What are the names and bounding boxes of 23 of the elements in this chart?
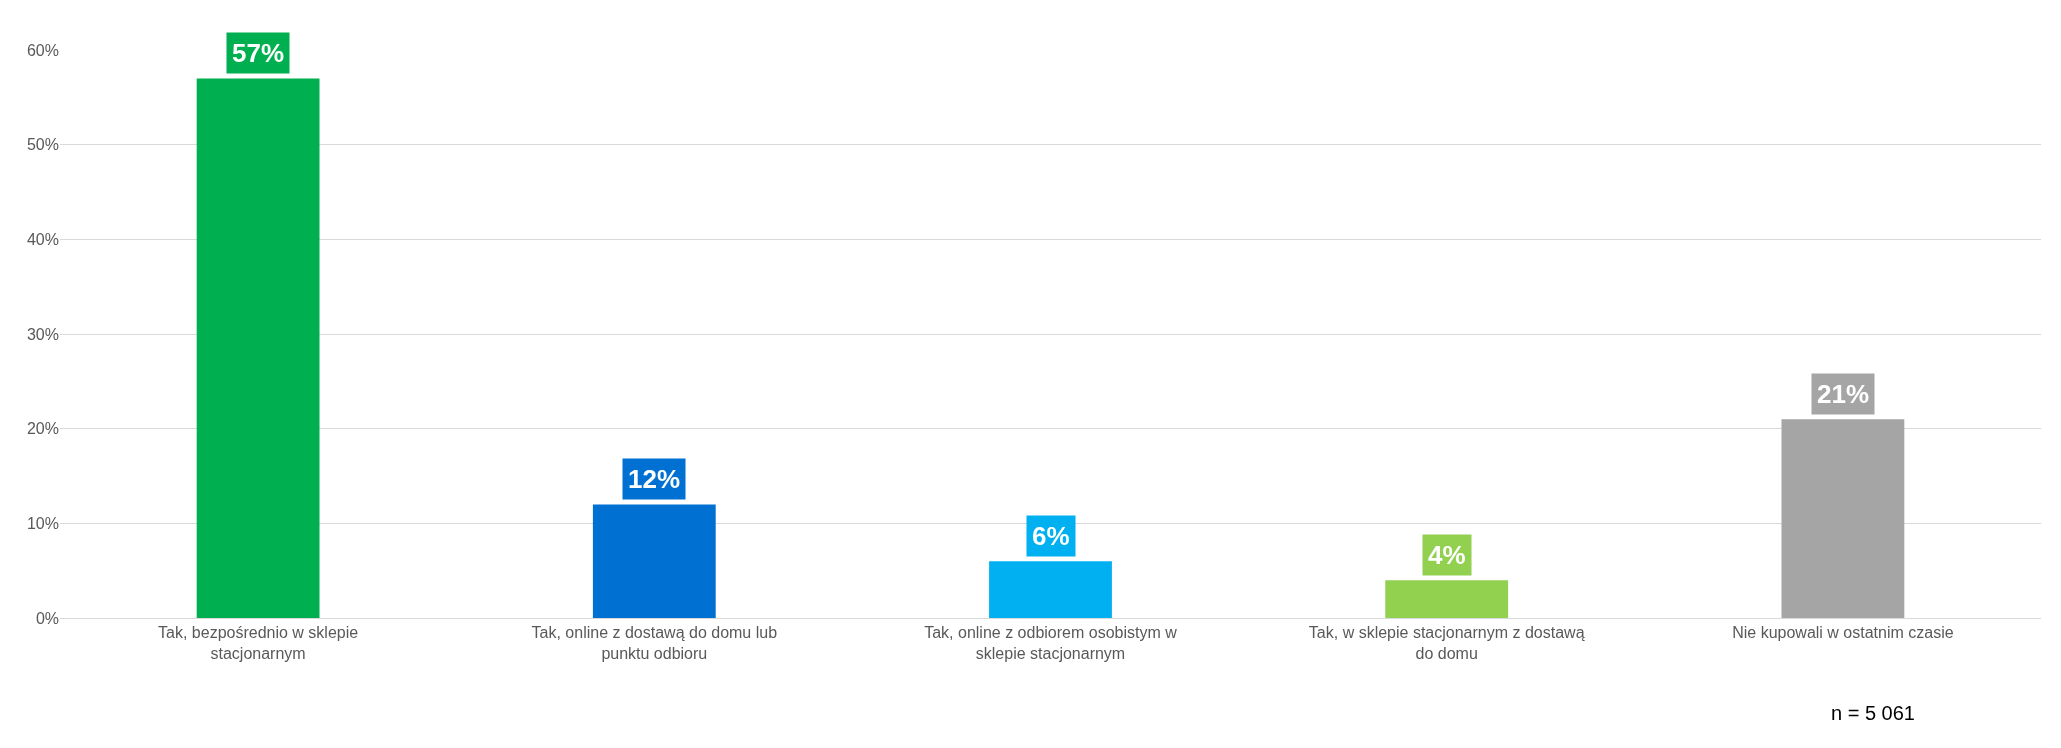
data-label: 21% [1817, 379, 1870, 409]
x-tick-label: Tak, bezpośrednio w sklepie stacjonarnym [158, 624, 359, 662]
y-tick-label: 60% [26, 41, 59, 59]
y-tick-label: 10% [26, 514, 59, 532]
y-tick-label: 50% [26, 136, 59, 154]
data-label: 57% [232, 38, 285, 68]
y-tick-label: 20% [26, 420, 59, 438]
bar [989, 561, 1112, 618]
x-tick-label: Tak, online z odbiorem osobistym w sklepie stacjonarnym [924, 624, 1178, 662]
bar [592, 504, 716, 618]
text: n = 5 061 [1831, 702, 1915, 724]
bar [196, 78, 320, 618]
y-tick-label: 30% [26, 325, 59, 343]
x-tick-label: Tak, w sklepie stacjonarnym z dostawą do domu [1308, 624, 1585, 662]
y-tick-label: 40% [26, 230, 59, 248]
y-tick-label: 0% [35, 609, 59, 627]
bar [1781, 419, 1905, 618]
data-label: 4% [1428, 540, 1466, 570]
data-label: 12% [628, 464, 681, 494]
x-tick-label: Tak, online z dostawą do domu lub punktu odbioru [531, 624, 778, 662]
bar [1385, 580, 1509, 618]
data-label: 6% [1032, 521, 1070, 551]
x-tick-label: Nie kupowali w ostatnim czasie [1732, 624, 1954, 642]
